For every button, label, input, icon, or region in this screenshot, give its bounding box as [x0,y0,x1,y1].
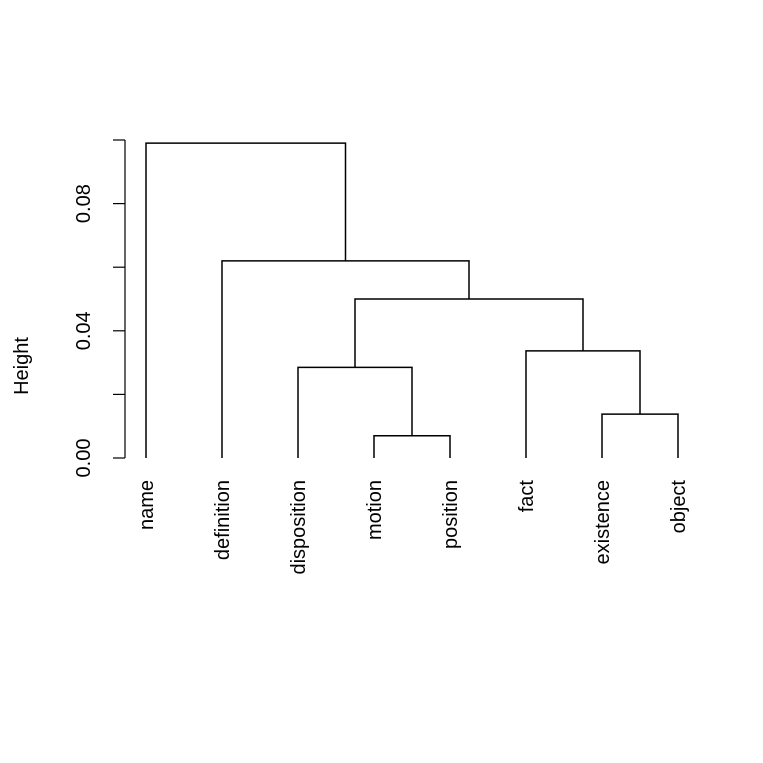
merge-branch [145,142,347,458]
y-tick-label: 0.04 [73,311,95,350]
leaf-label-motion: motion [364,480,386,540]
merge-branch [525,350,641,458]
merge-branch [221,260,470,458]
y-axis-label: Height [11,337,33,395]
merge-branch [601,413,679,458]
y-tick-label: 0.00 [73,439,95,478]
leaf-label-name: name [136,480,158,530]
leaf-labels: name definition disposition motion position f… [136,480,690,575]
y-tick-label: 0.08 [73,184,95,223]
leaf-label-definition: definition [212,480,234,560]
merge-branch [354,298,584,368]
leaf-label-existence: existence [592,480,614,565]
leaf-label-disposition: disposition [288,480,310,575]
merge-branch [373,434,451,458]
dendrogram-branches [145,142,679,458]
merge-branch [297,366,413,458]
y-axis: 0.00 0.04 0.08 [73,139,126,478]
leaf-label-fact: fact [516,480,538,513]
leaf-label-position: position [440,480,462,549]
leaf-label-object: object [668,480,690,534]
